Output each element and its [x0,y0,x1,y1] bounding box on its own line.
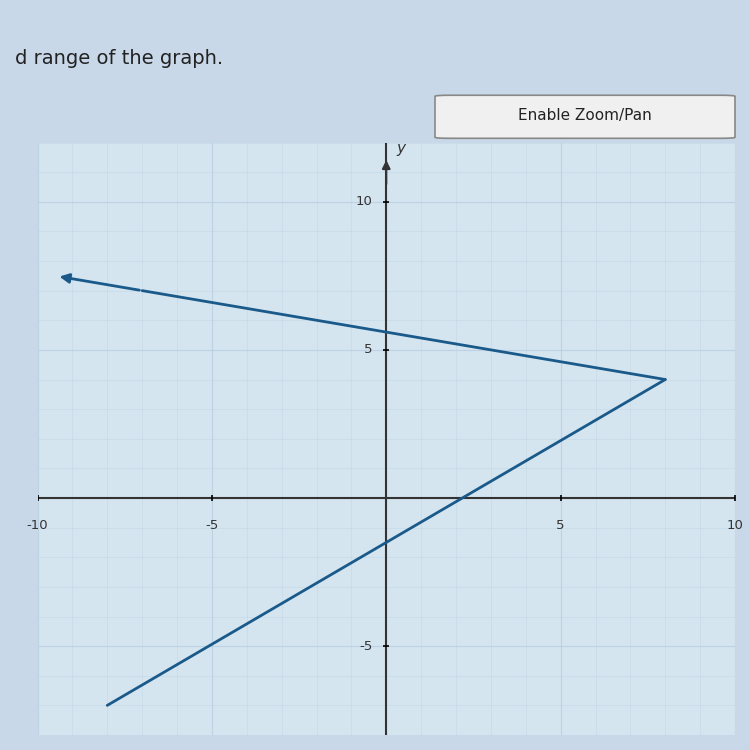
Text: 5: 5 [364,344,372,356]
Text: Enable Zoom/Pan: Enable Zoom/Pan [518,108,652,123]
Text: -5: -5 [359,640,372,652]
FancyBboxPatch shape [435,95,735,138]
Text: -10: -10 [27,519,48,532]
Text: 10: 10 [727,519,743,532]
Text: 5: 5 [556,519,565,532]
Text: y: y [397,141,406,156]
Text: d range of the graph.: d range of the graph. [15,49,223,68]
Text: 10: 10 [356,195,372,208]
Text: -5: -5 [206,519,218,532]
